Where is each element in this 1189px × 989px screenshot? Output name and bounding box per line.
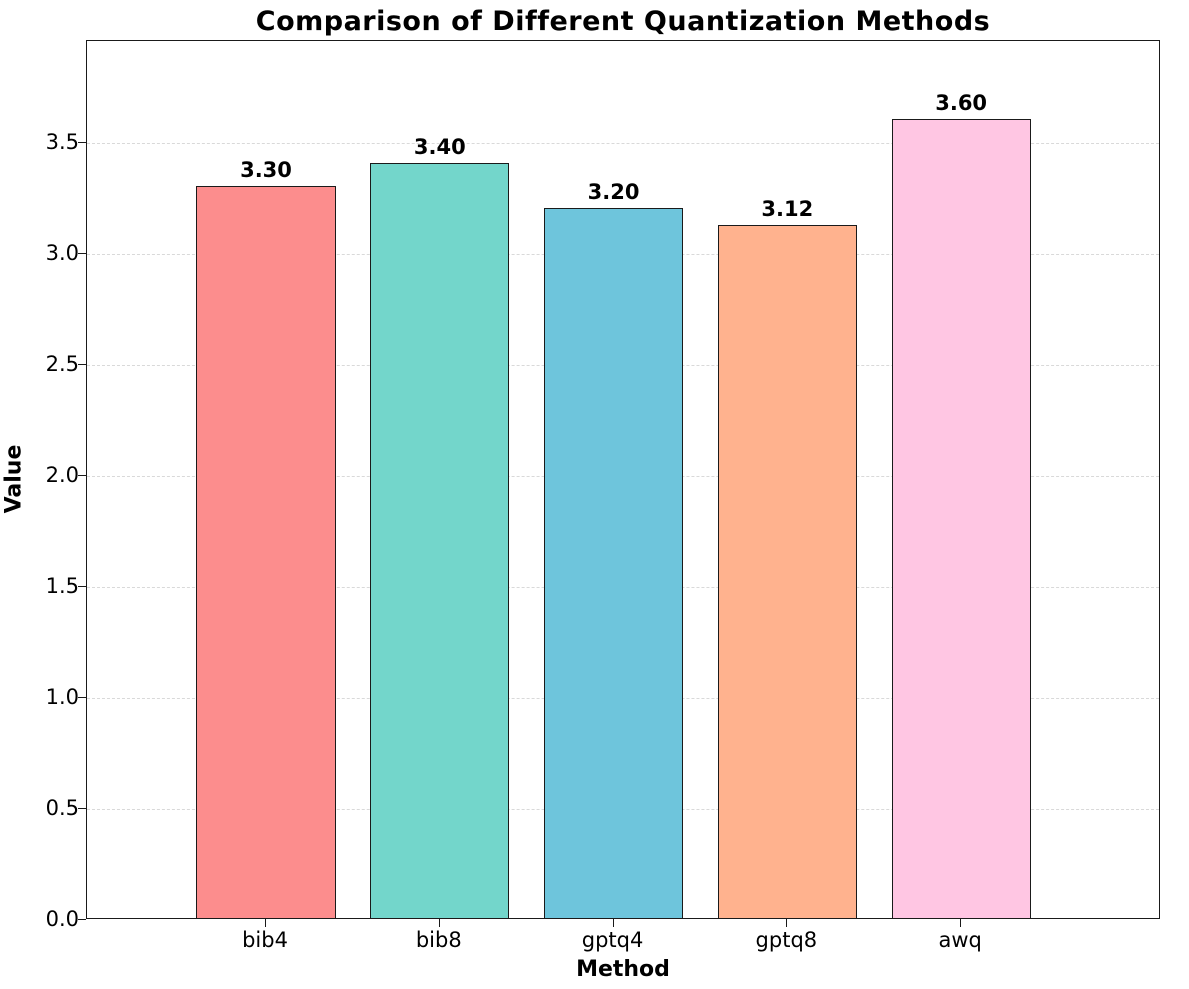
bar-bib4: [196, 185, 336, 918]
bar-value-label-awq: 3.60: [935, 90, 988, 115]
y-tick-label: 2.0: [45, 463, 79, 488]
y-tick-mark: [78, 586, 86, 588]
x-tick-label-gptq4: gptq4: [581, 928, 644, 952]
plot-area: 3.30 3.40 3.20 3.12 3.60: [86, 40, 1160, 919]
y-tick-mark: [78, 919, 86, 920]
y-tick-label: 3.5: [45, 130, 79, 155]
y-tick-mark: [78, 808, 86, 809]
bar-gptq8: [717, 225, 857, 918]
x-tick-mark: [786, 919, 788, 927]
x-tick-mark: [438, 919, 440, 927]
x-tick-label-awq: awq: [938, 928, 982, 952]
bar-value-label-bib4: 3.30: [240, 157, 292, 182]
x-tick-label-bib4: bib4: [242, 928, 288, 952]
chart-title: Comparison of Different Quantization Met…: [255, 6, 991, 37]
bar-gptq4: [544, 207, 684, 918]
bar-value-label-bib8: 3.40: [413, 135, 466, 160]
y-tick-label: 0.5: [45, 796, 79, 820]
y-tick-label: 0.0: [45, 907, 79, 931]
x-tick-label-bib8: bib8: [415, 928, 462, 952]
y-tick-mark: [78, 364, 86, 366]
x-tick-mark: [612, 919, 614, 927]
bar-value-label-gptq4: 3.20: [587, 179, 640, 204]
y-tick-mark: [78, 253, 86, 255]
x-tick-mark: [265, 919, 266, 927]
y-tick-mark: [78, 142, 86, 144]
x-axis-label: Method: [576, 957, 670, 982]
y-tick-label: 2.5: [45, 352, 79, 377]
y-tick-mark: [78, 475, 86, 477]
y-tick-label: 1.5: [45, 574, 79, 599]
y-gridline: [87, 143, 1159, 145]
y-tick-label: 3.0: [45, 241, 79, 266]
bar-bib8: [370, 163, 510, 918]
y-tick-label: 1.0: [45, 685, 79, 710]
x-tick-label-gptq8: gptq8: [755, 928, 818, 952]
bar-awq: [891, 118, 1031, 918]
y-tick-mark: [78, 697, 86, 699]
x-tick-mark: [960, 919, 962, 927]
bar-value-label-gptq8: 3.12: [761, 197, 814, 222]
